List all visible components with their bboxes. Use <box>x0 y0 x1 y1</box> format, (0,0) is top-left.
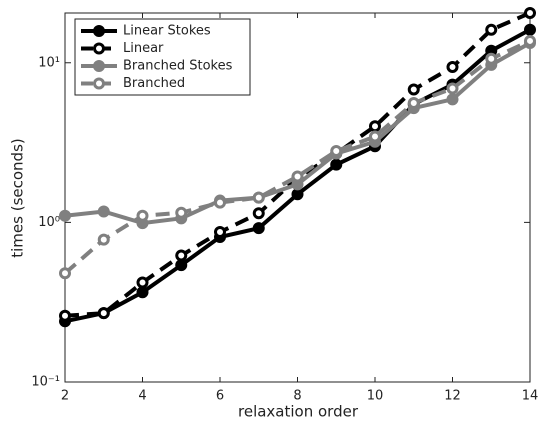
data-point <box>97 233 110 246</box>
data-point <box>59 267 71 280</box>
data-point <box>214 226 226 239</box>
y-tick-label: 10⁻¹ <box>31 375 60 390</box>
data-point <box>97 205 110 218</box>
legend-label: Linear <box>123 41 164 56</box>
legend-marker <box>93 42 105 55</box>
data-point <box>330 145 343 158</box>
data-point <box>407 96 420 109</box>
data-point <box>175 249 188 262</box>
x-tick-label: 8 <box>293 389 301 404</box>
data-point <box>330 158 343 171</box>
legend-label: Branched <box>123 76 185 91</box>
data-point <box>214 196 226 209</box>
legend-marker <box>93 77 105 90</box>
data-point <box>291 170 304 183</box>
data-point <box>97 307 110 320</box>
data-point <box>446 61 459 74</box>
legend-label: Branched Stokes <box>123 59 233 74</box>
x-tick-label: 2 <box>61 389 69 404</box>
data-point <box>369 120 381 133</box>
data-point <box>524 34 536 47</box>
data-point <box>252 207 265 220</box>
data-point <box>291 188 304 201</box>
y-tick-label: 10⁰ <box>38 215 60 230</box>
data-point <box>524 7 536 19</box>
y-tick-label: 10¹ <box>38 55 60 70</box>
x-axis-label: relaxation order <box>238 403 359 421</box>
data-point <box>59 209 71 222</box>
legend-marker <box>93 60 105 72</box>
data-point <box>446 93 459 106</box>
data-point <box>446 82 459 95</box>
legend-label: Linear Stokes <box>123 24 211 39</box>
data-point <box>407 83 420 96</box>
data-point <box>59 309 71 322</box>
data-point <box>136 276 149 289</box>
data-point <box>252 191 265 204</box>
data-point <box>252 222 265 235</box>
data-point <box>485 52 498 65</box>
data-point <box>136 209 149 222</box>
data-point <box>485 23 498 36</box>
x-tick-label: 6 <box>216 389 224 404</box>
y-axis-label: times (seconds) <box>9 138 27 258</box>
data-point <box>524 23 536 36</box>
x-tick-label: 10 <box>367 389 384 404</box>
data-point <box>369 130 381 143</box>
x-tick-label: 4 <box>138 389 146 404</box>
x-tick-label: 12 <box>444 389 461 404</box>
legend-marker <box>93 25 105 37</box>
data-point <box>175 206 188 219</box>
x-tick-label: 14 <box>522 389 539 404</box>
